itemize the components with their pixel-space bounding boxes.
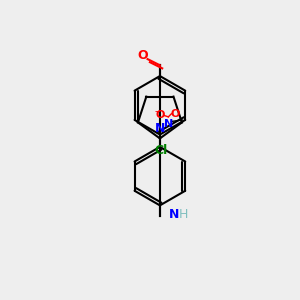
Text: H: H xyxy=(178,208,188,221)
Text: O: O xyxy=(156,110,165,120)
Text: Cl: Cl xyxy=(155,144,168,157)
Text: O: O xyxy=(138,49,148,62)
Text: O: O xyxy=(171,109,180,119)
Text: N: N xyxy=(155,122,165,135)
Text: -: - xyxy=(154,106,158,116)
Text: N: N xyxy=(169,208,179,221)
Text: N: N xyxy=(164,119,173,129)
